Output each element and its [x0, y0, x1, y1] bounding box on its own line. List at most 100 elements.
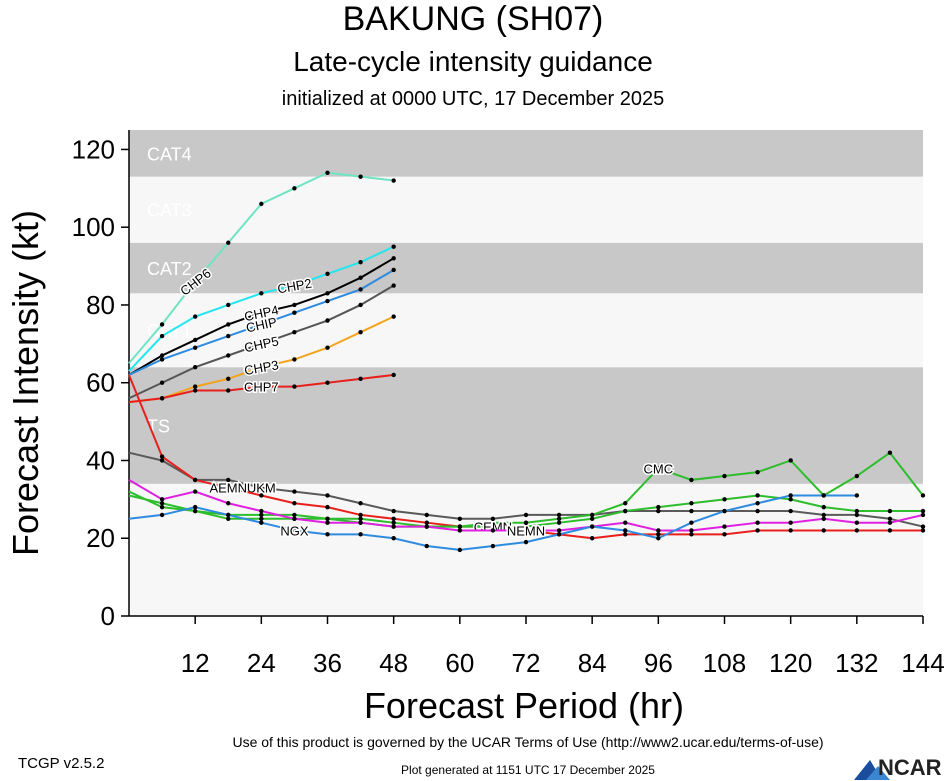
data-point-chp5	[292, 329, 297, 335]
data-point-chp3	[192, 384, 198, 389]
data-point-cemn	[457, 524, 463, 529]
x-tick-label: 12	[181, 648, 210, 678]
data-point-nemn	[159, 497, 165, 502]
data-point-aemn	[259, 493, 264, 498]
data-point-nemn	[854, 520, 860, 525]
data-point-cemn	[854, 508, 860, 514]
data-point-aemn	[159, 454, 165, 459]
data-point-chp5	[358, 302, 363, 308]
data-point-aemn	[689, 532, 694, 537]
x-tick-label: 96	[644, 648, 673, 678]
data-point-cemn	[887, 508, 893, 514]
data-point-aemn	[226, 485, 231, 490]
data-point-ngx	[821, 493, 826, 498]
data-point-nemn	[424, 524, 429, 529]
data-point-aemn	[656, 532, 661, 537]
chart-title: BAKUNG (SH07)	[342, 0, 604, 38]
data-point-cmc	[259, 516, 264, 521]
y-tick-label: 120	[72, 134, 115, 164]
data-point-chip	[159, 357, 165, 362]
data-point-cmc	[788, 458, 793, 463]
series-label-ngx: NGX	[280, 523, 309, 538]
ncar-logo-icon	[854, 760, 890, 780]
data-point-nemn	[656, 528, 661, 533]
x-axis-label: Forecast Period (hr)	[364, 685, 684, 726]
data-point-nemn	[358, 520, 363, 525]
data-point-cemn	[159, 504, 165, 510]
x-tick-label: 60	[445, 648, 474, 678]
data-point-aemn	[821, 528, 826, 533]
data-point-ukm	[887, 516, 893, 521]
data-point-ngx	[226, 512, 231, 518]
data-point-cmc	[623, 501, 628, 506]
data-point-chp7	[192, 388, 198, 393]
data-point-chp2	[391, 244, 396, 249]
data-point-chp7	[358, 376, 363, 382]
series-label-chp7: CHP7	[244, 380, 279, 395]
data-point-nemn	[490, 528, 496, 533]
data-point-nemn	[722, 524, 727, 529]
data-point-chp2	[159, 333, 165, 339]
data-point-aemn	[854, 528, 860, 533]
data-point-cemn	[755, 493, 760, 498]
data-point-ukm	[854, 512, 860, 518]
data-point-ngx	[391, 536, 396, 541]
data-point-ukm	[656, 508, 661, 514]
data-point-ngx	[656, 536, 661, 541]
data-point-chp6	[325, 170, 330, 175]
data-point-ukm	[325, 493, 330, 498]
band-cat1	[129, 293, 923, 368]
data-point-cmc	[656, 466, 661, 471]
series-nemn: NEMN	[128, 479, 926, 540]
band-label-cat4: CAT4	[147, 144, 192, 164]
data-point-cmc	[490, 520, 496, 525]
series-ngx: NGX	[128, 493, 860, 553]
series-label-aemn: AEMN	[209, 481, 247, 496]
data-point-cemn	[192, 508, 198, 514]
data-point-cemn	[722, 497, 727, 502]
init-time-line: initialized at 0000 UTC, 17 December 202…	[281, 88, 665, 110]
data-point-ngx	[556, 532, 562, 537]
data-point-chp7	[292, 384, 297, 389]
data-point-chip	[292, 310, 297, 315]
data-point-chp2	[292, 283, 297, 288]
y-tick-label: 60	[86, 368, 115, 398]
band-cat3	[129, 176, 923, 243]
data-point-chp2	[358, 259, 363, 265]
y-tick-label: 0	[101, 601, 115, 631]
data-point-ngx	[325, 532, 330, 537]
version-label: TCGP v2.5.2	[18, 755, 105, 772]
data-point-aemn	[292, 501, 297, 506]
data-point-chp4	[391, 256, 396, 261]
data-point-cemn	[920, 508, 926, 514]
data-point-cmc	[689, 477, 694, 483]
data-point-aemn	[722, 532, 727, 537]
data-point-nemn	[887, 520, 893, 525]
data-point-chp3	[358, 329, 363, 335]
data-point-cemn	[556, 520, 562, 525]
data-point-chip	[325, 298, 330, 304]
data-point-aemn	[589, 536, 595, 541]
data-point-cemn	[358, 516, 363, 521]
data-point-ngx	[854, 493, 860, 498]
chart-subtitle: Late-cycle intensity guidance	[293, 46, 653, 77]
data-point-chp7	[259, 384, 264, 389]
data-point-ngx	[358, 532, 363, 537]
data-point-ukm	[490, 516, 496, 521]
data-point-nemn	[523, 528, 529, 533]
data-point-nemn	[457, 528, 463, 533]
data-point-chp6	[358, 174, 363, 179]
ncar-logo-text: NCAR	[878, 755, 942, 780]
data-point-ukm	[358, 501, 363, 506]
data-point-ukm	[755, 508, 760, 514]
data-point-ukm	[920, 524, 926, 529]
series-chp7: CHP7	[128, 372, 396, 404]
y-axis-label: Forecast Intensity (kt)	[5, 210, 46, 556]
data-point-chp4	[192, 337, 198, 343]
data-point-chp3	[226, 376, 231, 382]
data-point-aemn	[887, 528, 893, 533]
data-point-ukm	[523, 512, 529, 518]
data-point-ukm	[391, 508, 396, 514]
data-point-ngx	[623, 528, 628, 533]
